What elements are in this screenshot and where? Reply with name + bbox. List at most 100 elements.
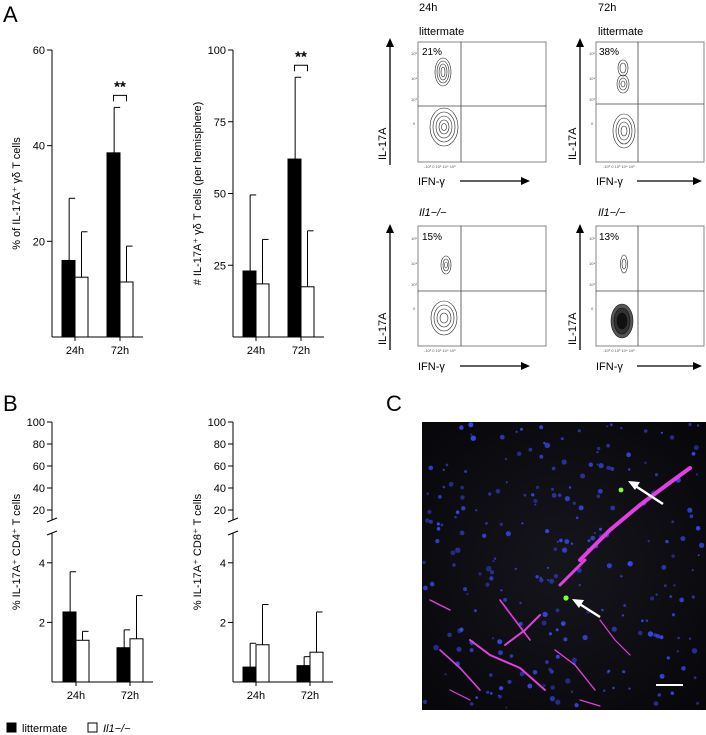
nucleus — [645, 619, 649, 622]
nucleus — [671, 613, 676, 617]
nucleus — [580, 473, 586, 479]
nucleus — [461, 506, 466, 511]
nucleus — [596, 463, 599, 466]
nucleus — [676, 650, 679, 653]
micrograph-image — [422, 422, 706, 710]
nucleus — [509, 654, 514, 658]
panel-a-letter: A — [3, 2, 18, 27]
nucleus — [590, 535, 596, 541]
nucleus — [520, 427, 523, 431]
flow-tick: -10³ 0 10³ 10⁴ 10⁵ — [603, 164, 635, 169]
nucleus — [485, 582, 490, 587]
nucleus — [571, 657, 577, 663]
y-tick-label: 40 — [214, 483, 226, 495]
nucleus — [532, 670, 538, 675]
nucleus — [459, 530, 465, 536]
axis-break-mark — [46, 530, 58, 536]
flow-plot-72h-littermate: 72h littermate 38% 10⁵ 10⁴ 10³ 0 -10³ 0 … — [567, 2, 705, 188]
nucleus — [588, 462, 593, 467]
nucleus — [495, 488, 501, 494]
nucleus — [610, 423, 613, 427]
nucleus — [550, 685, 555, 690]
flow-plots: 24h littermate 21% 10⁵ 10⁴ 10³ 0 -10³ 0 … — [377, 2, 705, 373]
nucleus — [644, 461, 647, 465]
micrograph-background — [422, 422, 706, 710]
flow-tick: -10³ 0 10³ 10⁴ 10⁵ — [424, 164, 456, 169]
nucleus — [436, 527, 441, 531]
nucleus — [521, 522, 524, 525]
flow-group-label: littermate — [598, 26, 643, 38]
flow-plot-72h-knockout: Il1−/− 13% 10⁵ 10⁴ 10³ 0 -10³ 0 10³ 10⁴ … — [567, 207, 705, 373]
y-axis-label: % of IL-17A⁺ γδ T cells — [11, 137, 23, 250]
nucleus — [500, 589, 503, 592]
nucleus — [551, 487, 554, 491]
nucleus — [643, 429, 648, 433]
nucleus — [647, 631, 654, 637]
nucleus — [663, 584, 667, 588]
nucleus — [485, 522, 488, 525]
nucleus — [514, 567, 517, 571]
nucleus — [523, 493, 527, 497]
bar-knockout-24h — [74, 276, 89, 338]
panel-c-letter: C — [386, 391, 402, 416]
nucleus — [460, 485, 464, 490]
flow-x-label: IFN-γ — [596, 176, 623, 188]
flow-tick: 10³ — [589, 282, 595, 287]
nucleus — [611, 626, 617, 632]
contour-population-lower — [612, 113, 636, 149]
bar-littermate-24h — [242, 270, 257, 338]
flow-y-label: IL-17A — [377, 312, 389, 345]
flow-percent: 21% — [422, 47, 442, 58]
flow-tick: 0 — [413, 121, 416, 126]
nucleus — [596, 494, 601, 499]
contour-population-upper — [434, 57, 452, 87]
flow-tick: 0 — [413, 306, 416, 311]
x-tick-label: 72h — [301, 690, 319, 702]
nucleus — [623, 604, 627, 607]
contour-population-lower — [430, 300, 458, 336]
nucleus — [628, 468, 631, 471]
nucleus — [606, 465, 611, 470]
nucleus — [489, 576, 494, 581]
il17a-cell-marker — [618, 487, 624, 493]
significance-label: ** — [295, 48, 307, 65]
flow-y-label: IL-17A — [567, 312, 579, 345]
nucleus — [440, 523, 444, 527]
nucleus — [499, 686, 504, 691]
nucleus — [455, 510, 460, 514]
nucleus — [505, 481, 508, 484]
y-axis-label: # IL-17A⁺ γδ T cells (per hemisphere) — [192, 102, 204, 286]
nucleus — [698, 542, 705, 548]
nucleus — [455, 547, 461, 553]
nucleus — [647, 539, 650, 543]
nucleus — [626, 452, 631, 458]
nucleus — [485, 565, 492, 572]
nucleus — [555, 699, 561, 705]
bar-littermate-24h — [61, 259, 76, 338]
flow-tick: 10⁴ — [589, 76, 595, 81]
nucleus — [582, 634, 588, 641]
nucleus — [531, 493, 535, 497]
nucleus — [448, 481, 454, 487]
nucleus — [680, 536, 686, 542]
flow-tick: 10⁴ — [589, 261, 595, 266]
nucleus — [691, 451, 696, 456]
nucleus — [505, 531, 511, 537]
nucleus — [691, 648, 698, 654]
legend-swatch-littermate — [6, 722, 17, 733]
chart-b1: 20 40 60 80 100 2 4 % IL-17A⁺ CD4⁺ T cells 24h 72… — [11, 417, 153, 702]
nucleus — [454, 516, 457, 519]
nucleus — [463, 587, 468, 592]
nucleus — [593, 531, 596, 535]
nucleus — [486, 690, 490, 694]
legend: littermate Il1−/− — [6, 722, 131, 735]
nucleus — [561, 459, 567, 465]
nucleus — [560, 437, 564, 441]
y-axis-arrowhead — [386, 38, 394, 47]
x-tick-label: 72h — [111, 345, 129, 357]
nucleus — [677, 636, 680, 640]
nucleus — [429, 581, 435, 587]
nucleus — [696, 701, 700, 705]
flow-tick: 10³ — [589, 97, 595, 102]
x-axis-arrowhead — [521, 177, 530, 185]
